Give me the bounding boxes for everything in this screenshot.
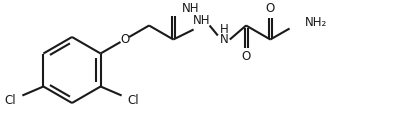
Text: Cl: Cl [128,94,139,107]
Text: H: H [220,23,228,36]
Text: O: O [266,2,275,15]
Text: NH: NH [182,2,200,15]
Text: NH: NH [193,14,210,27]
Text: O: O [241,50,251,63]
Text: N: N [220,33,228,46]
Text: NH₂: NH₂ [305,16,327,29]
Text: Cl: Cl [5,94,16,107]
Text: O: O [120,33,129,46]
